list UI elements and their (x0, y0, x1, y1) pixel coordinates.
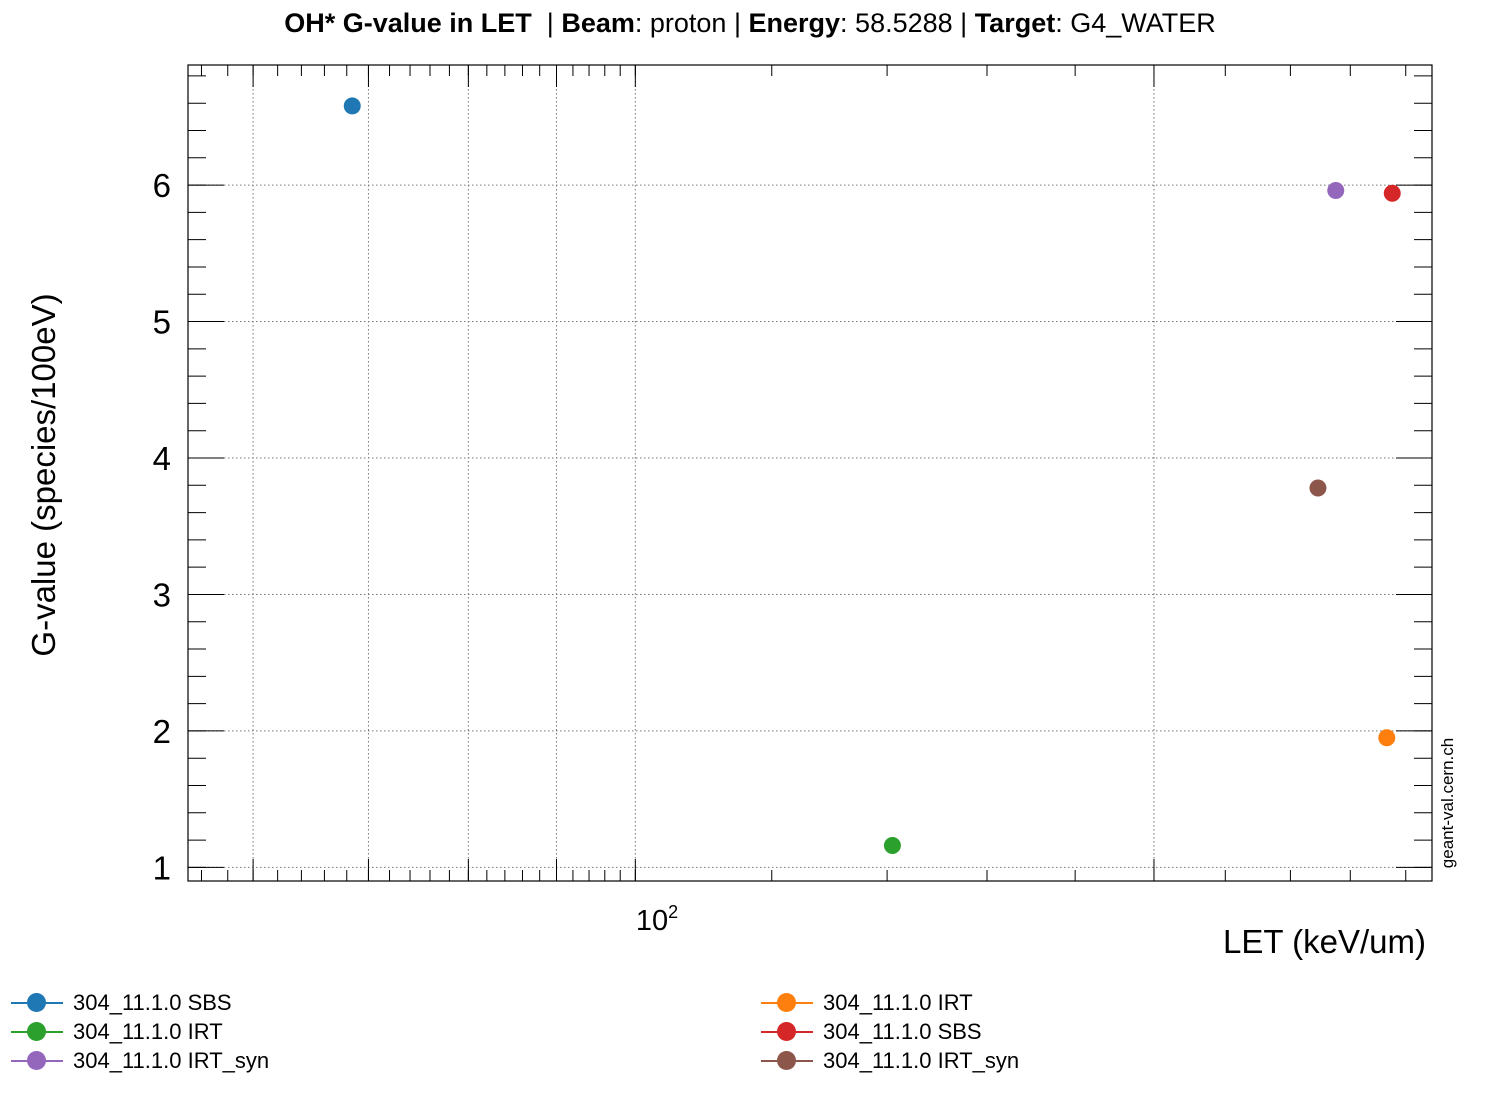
legend-label: 304_11.1.0 IRT_syn (823, 1048, 1020, 1073)
title-energy-value: 58.5288 (855, 8, 953, 38)
y-tick-labels: 1 2 3 4 5 6 (153, 167, 171, 886)
legend-item-irt-green: 304_11.1.0 IRT (11, 1017, 223, 1047)
legend: 304_11.1.0 SBS 304_11.1.0 IRT 304_11.1.0… (0, 988, 1500, 1088)
title-beam-label: Beam (561, 8, 635, 38)
legend-label: 304_11.1.0 SBS (73, 990, 232, 1015)
legend-item-irt-orange: 304_11.1.0 IRT (761, 988, 973, 1018)
y-tick-label: 4 (153, 440, 171, 477)
axis-ticks (188, 65, 1432, 881)
title-main: OH* G-value in LET (284, 8, 532, 38)
scatter-plot: 1 2 3 4 5 6 102 LET (keV/um) G-value (species… (25, 64, 1457, 960)
y-tick-label: 3 (153, 576, 171, 613)
x-tick-label-100: 102 (636, 902, 678, 937)
x-axis-label: LET (keV/um) (1223, 923, 1426, 960)
legend-symbol (11, 988, 63, 1018)
data-point (343, 97, 361, 115)
legend-item-irtsyn-brown: 304_11.1.0 IRT_syn (761, 1046, 1019, 1076)
legend-label: 304_11.1.0 IRT (823, 990, 973, 1015)
y-tick-label: 1 (153, 849, 171, 886)
data-point (1309, 479, 1327, 497)
title-target-value: G4_WATER (1070, 8, 1216, 38)
legend-item-sbs-blue: 304_11.1.0 SBS (11, 988, 232, 1018)
y-axis-label: G-value (species/100eV) (25, 293, 62, 656)
data-point (1383, 184, 1401, 202)
title-beam-value: proton (649, 8, 727, 38)
legend-label: 304_11.1.0 IRT_syn (73, 1048, 270, 1073)
legend-label: 304_11.1.0 IRT (73, 1019, 223, 1044)
data-point (1378, 729, 1396, 747)
legend-item-irtsyn-purple: 304_11.1.0 IRT_syn (11, 1046, 269, 1076)
data-point (883, 837, 901, 855)
legend-symbol (761, 1046, 813, 1076)
legend-symbol (11, 1046, 63, 1076)
plot-frame (187, 64, 1433, 882)
data-point (1327, 182, 1345, 200)
legend-symbol (11, 1017, 63, 1047)
legend-label: 304_11.1.0 SBS (823, 1019, 982, 1044)
y-tick-label: 2 (153, 713, 171, 750)
title-target-label: Target (974, 8, 1056, 38)
legend-item-sbs-red: 304_11.1.0 SBS (761, 1017, 982, 1047)
y-tick-label: 6 (153, 167, 171, 204)
grid-lines (188, 65, 1432, 881)
watermark-text: geant-val.cern.ch (1438, 738, 1457, 868)
chart-title: OH* G-value in LET | Beam: proton | Ener… (284, 8, 1216, 38)
y-tick-label: 5 (153, 304, 171, 341)
data-points (343, 97, 1401, 855)
legend-symbol (761, 1017, 813, 1047)
legend-symbol (761, 988, 813, 1018)
title-energy-label: Energy (748, 8, 841, 38)
